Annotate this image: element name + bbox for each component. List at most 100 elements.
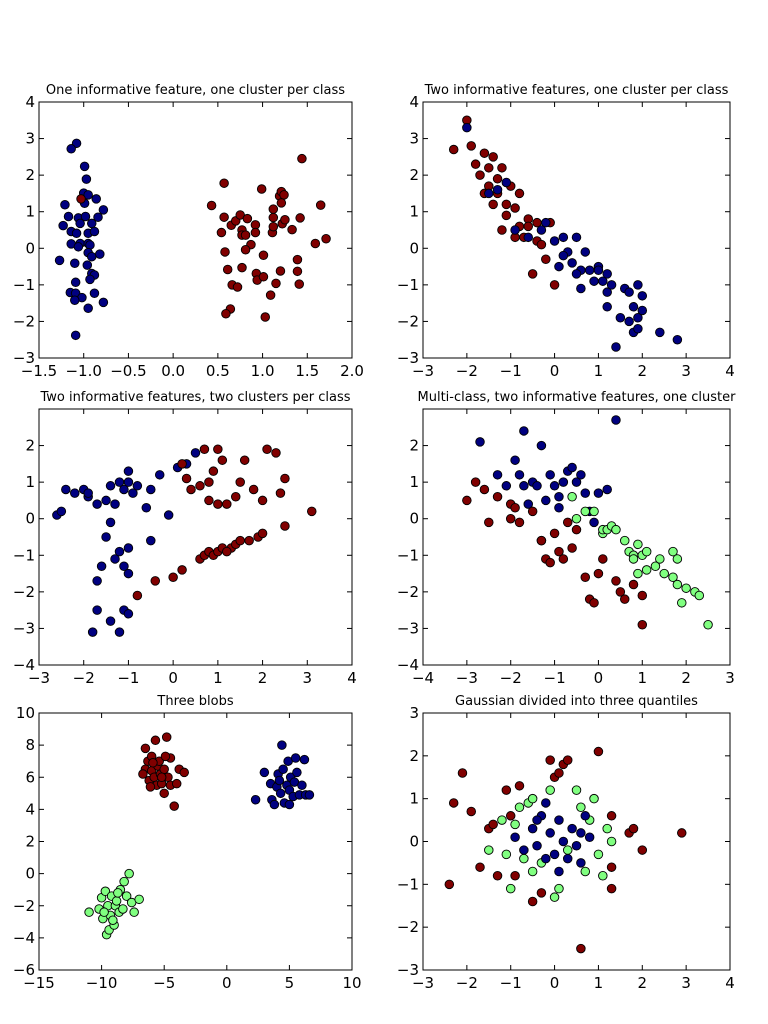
data-point — [462, 122, 472, 133]
data-point — [519, 481, 529, 491]
y-tick-label: 2 — [25, 437, 35, 455]
data-point — [514, 188, 525, 199]
data-point — [168, 572, 178, 582]
data-point — [292, 266, 303, 277]
data-point — [549, 528, 560, 539]
data-point — [580, 572, 591, 582]
chart-title: Two informative features, one cluster pe… — [424, 83, 729, 98]
data-point — [132, 590, 143, 601]
y-tick-label: 0 — [25, 510, 35, 528]
series-class-0 — [52, 448, 201, 637]
data-point — [541, 217, 551, 228]
data-point — [615, 313, 626, 323]
data-point — [501, 210, 512, 221]
data-point — [580, 811, 591, 821]
data-point — [470, 477, 481, 487]
subplot-1: One informative feature, one cluster per… — [13, 83, 364, 380]
x-tick-label: −1 — [544, 669, 566, 687]
data-point — [260, 312, 271, 322]
y-tick-label: −1 — [397, 546, 419, 564]
data-point — [150, 735, 161, 746]
data-point — [134, 894, 144, 905]
data-point — [571, 477, 582, 487]
data-point — [532, 815, 542, 825]
data-point — [536, 440, 547, 451]
data-point — [497, 815, 507, 825]
y-tick-label: 1 — [25, 203, 35, 221]
y-tick-label: −3 — [397, 619, 419, 637]
data-point — [589, 506, 599, 517]
chart-title: Multi-class, two informative features, o… — [418, 390, 737, 405]
data-point — [83, 303, 93, 314]
data-point — [222, 264, 233, 275]
data-point — [505, 883, 516, 894]
data-point — [611, 415, 621, 425]
data-point — [510, 203, 520, 213]
x-tick-label: −1 — [500, 974, 522, 992]
y-tick-label: 4 — [25, 93, 35, 111]
data-point — [87, 627, 98, 637]
data-point — [501, 177, 512, 188]
data-point — [275, 788, 286, 799]
series-class-2 — [84, 868, 144, 940]
data-point — [82, 260, 93, 270]
data-point — [598, 276, 608, 286]
data-point — [98, 297, 109, 308]
data-point — [250, 794, 261, 805]
data-point — [606, 883, 617, 894]
data-point — [527, 866, 538, 877]
data-point — [204, 477, 214, 487]
data-point — [280, 521, 290, 531]
data-point — [71, 228, 82, 239]
data-point — [140, 743, 151, 754]
series-class-1 — [132, 444, 317, 601]
data-point — [501, 199, 512, 210]
data-point — [519, 853, 529, 864]
data-point — [457, 768, 468, 778]
data-point — [606, 836, 617, 847]
x-tick-label: 0.0 — [161, 362, 185, 380]
data-point — [119, 484, 129, 495]
data-point — [294, 279, 304, 289]
x-tick-label: 2 — [638, 974, 648, 992]
data-point — [470, 159, 481, 169]
data-point — [98, 205, 109, 215]
data-point — [307, 506, 317, 517]
y-tick-label: 3 — [409, 130, 419, 148]
data-point — [87, 218, 97, 229]
y-tick-label: −2 — [397, 583, 419, 601]
data-point — [95, 249, 105, 259]
data-point — [584, 832, 595, 842]
data-point — [146, 535, 156, 546]
x-tick-label: −3 — [456, 669, 478, 687]
data-point — [475, 437, 485, 447]
data-point — [123, 477, 134, 487]
series-class-0 — [510, 798, 595, 877]
data-point — [462, 495, 472, 506]
data-point — [479, 148, 490, 158]
data-point — [628, 823, 639, 834]
data-point — [694, 590, 705, 601]
data-point — [154, 470, 165, 480]
y-tick-label: −3 — [397, 349, 419, 367]
data-point — [527, 506, 538, 517]
y-tick-label: −1 — [13, 546, 35, 564]
data-point — [576, 943, 586, 954]
series-class-1 — [76, 153, 331, 322]
data-point — [292, 767, 302, 778]
data-point — [545, 557, 555, 568]
y-tick-label: −2 — [13, 583, 35, 601]
data-point — [602, 269, 612, 279]
data-point — [554, 768, 564, 778]
subplot-3: Two informative features, two clusters p… — [13, 390, 357, 687]
data-point — [237, 262, 247, 273]
data-point — [70, 277, 81, 288]
data-point — [70, 258, 80, 269]
data-point — [83, 190, 93, 200]
x-tick-label: 2 — [681, 669, 691, 687]
data-point — [554, 502, 564, 513]
data-point — [484, 163, 494, 173]
x-tick-label: −1 — [117, 669, 139, 687]
data-point — [562, 517, 573, 528]
data-point — [113, 888, 123, 898]
